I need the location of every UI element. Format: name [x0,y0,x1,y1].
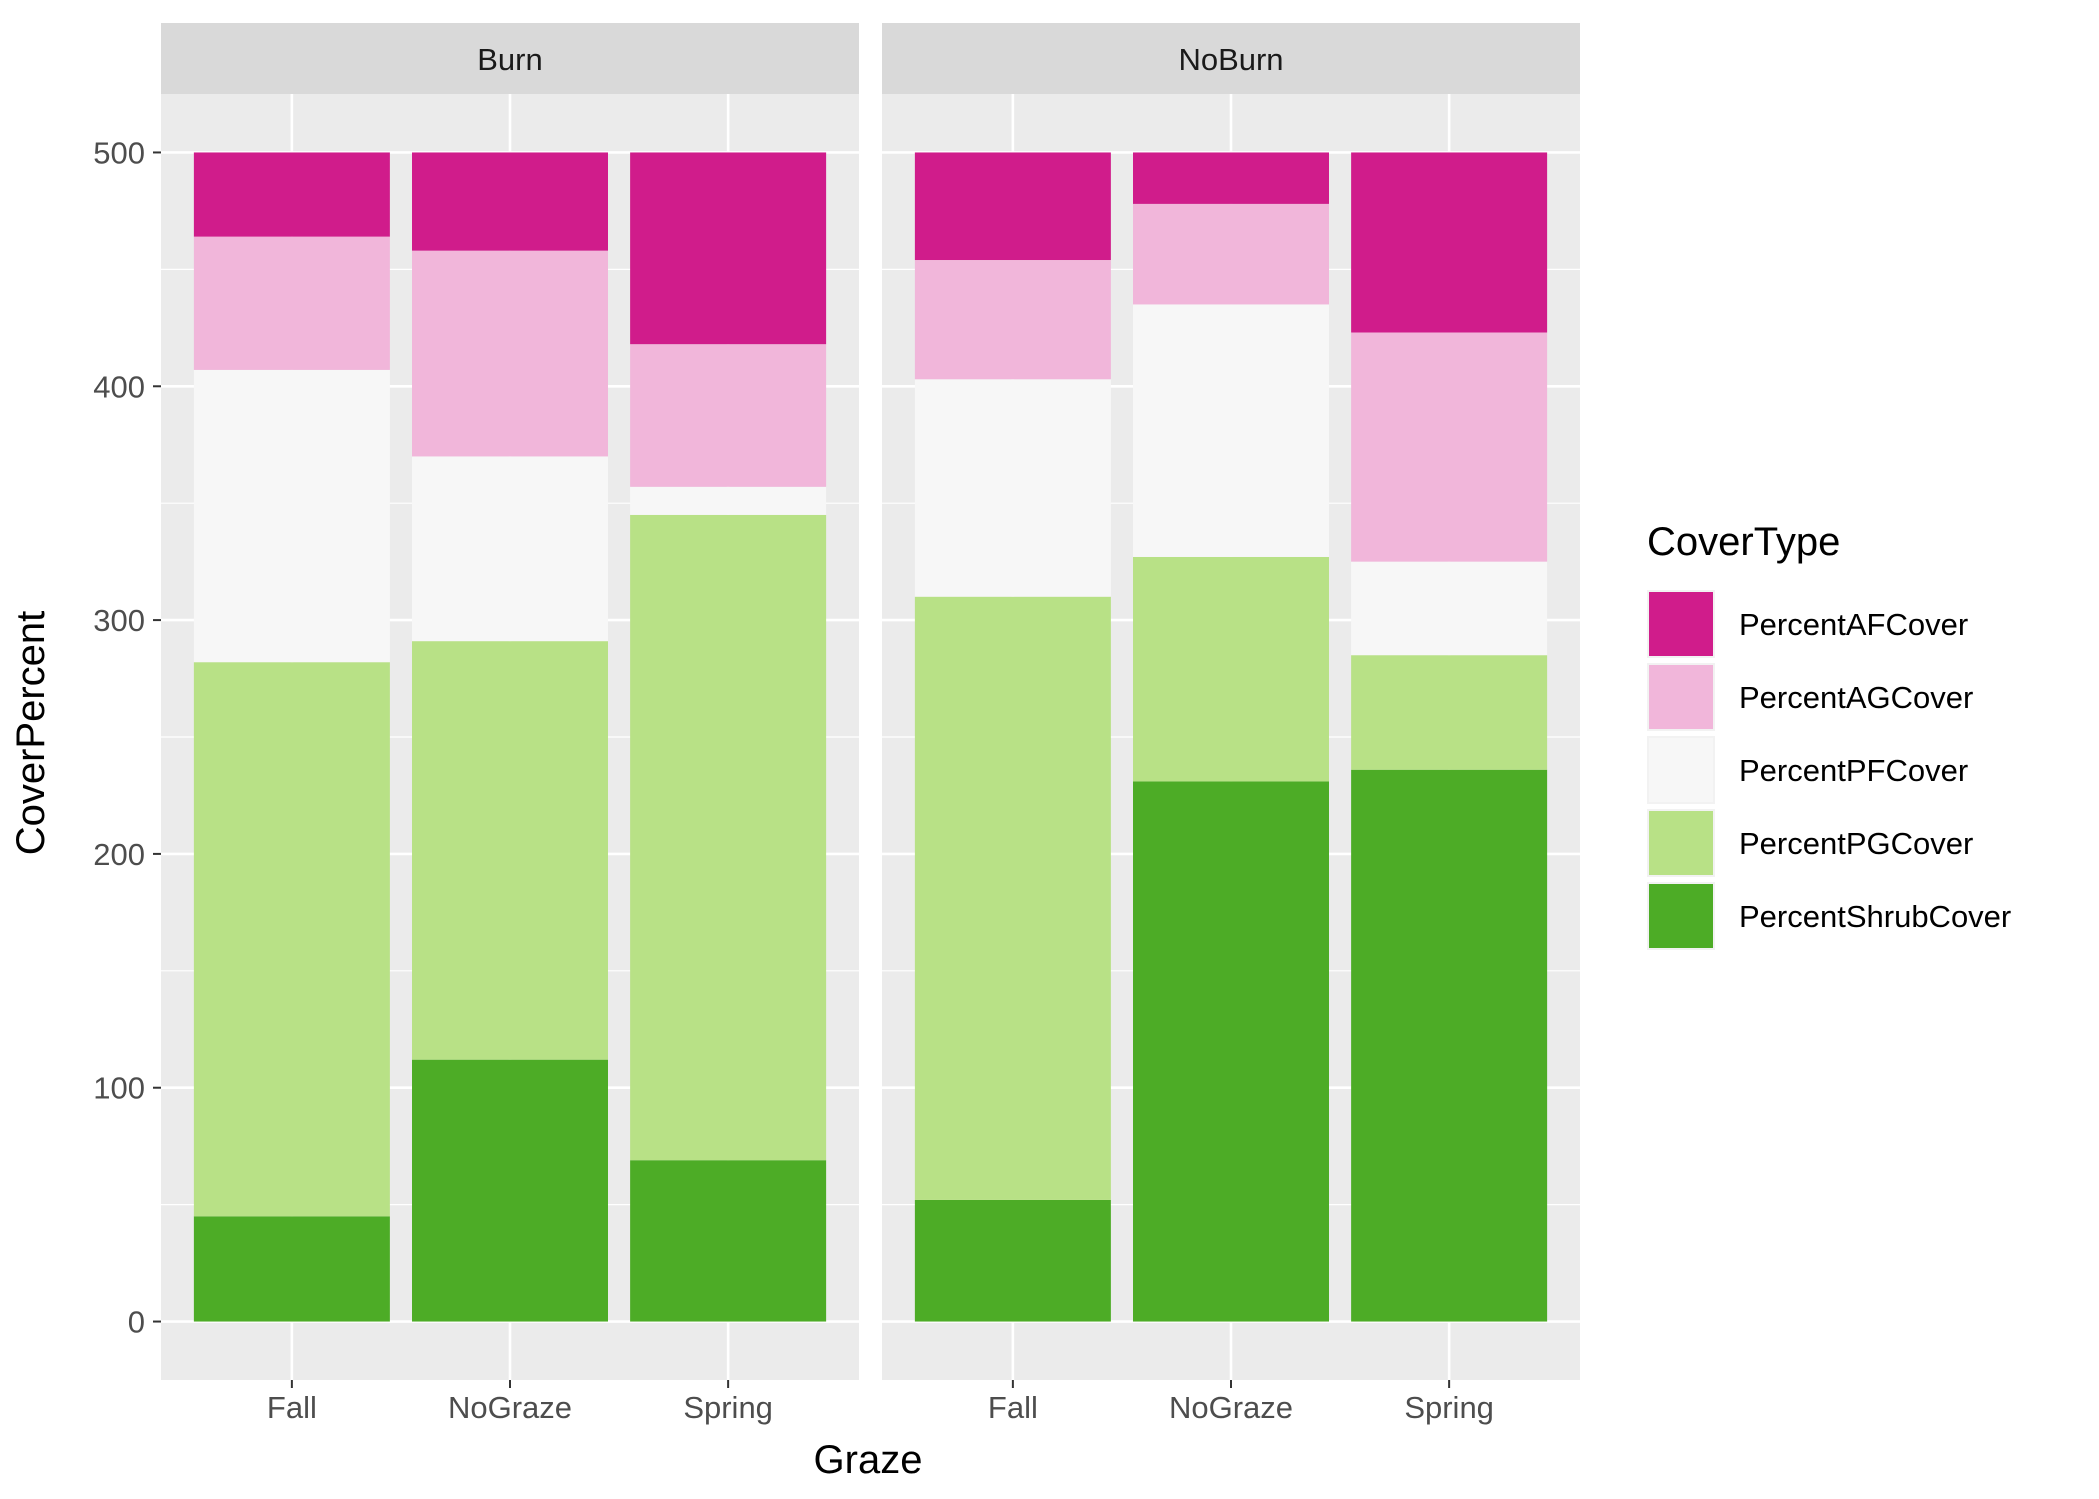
bar-segment-percentpgcover [193,662,390,1217]
x-tick-label: Fall [988,1390,1038,1425]
bar-segment-percentshrubcover [914,1199,1111,1322]
bar-segment-percentagcover [1133,203,1329,305]
facet-panels: Burn Fall NoGraze Spring NoBurn Fall NoGraze Sp… [161,23,1580,1425]
legend-swatch-percentshrubcover [1649,884,1713,948]
legend-label: PercentPGCover [1739,826,1973,861]
bar-segment-percentpgcover [630,514,827,1161]
bar-segment-percentpgcover [1351,655,1548,770]
bar-segment-percentagcover [914,260,1111,380]
legend-swatch-percentpfcover [1649,738,1713,802]
bar-segment-percentpfcover [1351,561,1548,656]
x-tick-label: Fall [267,1390,317,1425]
bar-segment-percentshrubcover [412,1059,608,1322]
bar-segment-percentpgcover [914,596,1111,1200]
bar-segment-percentafcover [412,152,608,251]
x-tick-label: Spring [1404,1390,1494,1425]
facet-strip [161,23,859,94]
y-tick-label: 400 [93,369,145,404]
y-tick-label: 0 [128,1305,145,1340]
bar-segment-percentagcover [630,344,827,487]
x-axis-title: Graze [814,1438,923,1482]
y-tick-label: 300 [93,603,145,638]
facet-strip-label: Burn [477,42,542,77]
facet-strip-label: NoBurn [1178,42,1283,77]
bar-segment-percentshrubcover [630,1160,827,1322]
bar-segment-percentshrubcover [1133,781,1329,1322]
bar-segment-percentpfcover [1133,304,1329,557]
legend-label: PercentPFCover [1739,753,1968,788]
legend-swatch-percentafcover [1649,592,1713,656]
y-tick-label: 200 [93,837,145,872]
facet-panel-burn: Burn Fall NoGraze Spring [161,23,859,1425]
facet-strip [882,23,1580,94]
bar-segment-percentpfcover [193,369,390,663]
legend-title: CoverType [1647,520,1840,564]
facet-panel-noburn: NoBurn Fall NoGraze Spring [882,23,1580,1425]
bar-segment-percentpgcover [1133,556,1329,782]
x-tick-label: Spring [683,1390,773,1425]
bar-segment-percentafcover [1351,152,1548,333]
legend-swatch-percentagcover [1649,665,1713,729]
bar-segment-percentafcover [630,152,827,345]
y-axis: 0 100 200 300 400 500 [93,135,161,1340]
bar-segment-percentagcover [1351,332,1548,562]
y-tick-label: 500 [93,135,145,170]
legend-label: PercentAFCover [1739,607,1968,642]
x-tick-label: NoGraze [448,1390,572,1425]
bar-segment-percentpfcover [412,456,608,642]
bar-segment-percentagcover [193,236,390,370]
bar-segment-percentpgcover [412,641,608,1060]
bar-segment-percentshrubcover [193,1216,390,1322]
bar-segment-percentafcover [914,152,1111,261]
y-axis-title: CoverPercent [9,611,53,856]
legend-label: PercentAGCover [1739,680,1973,715]
bar-segment-percentpfcover [914,379,1111,597]
y-tick-label: 100 [93,1071,145,1106]
bar-segment-percentpfcover [630,486,827,515]
x-tick-label: NoGraze [1169,1390,1293,1425]
legend-swatch-percentpgcover [1649,811,1713,875]
bar-segment-percentafcover [1133,152,1329,204]
bar-segment-percentafcover [193,152,390,237]
bar-segment-percentagcover [412,250,608,457]
legend: CoverType PercentAFCover PercentAGCover Pe… [1647,520,2011,950]
bar-segment-percentshrubcover [1351,769,1548,1322]
legend-label: PercentShrubCover [1739,899,2011,934]
